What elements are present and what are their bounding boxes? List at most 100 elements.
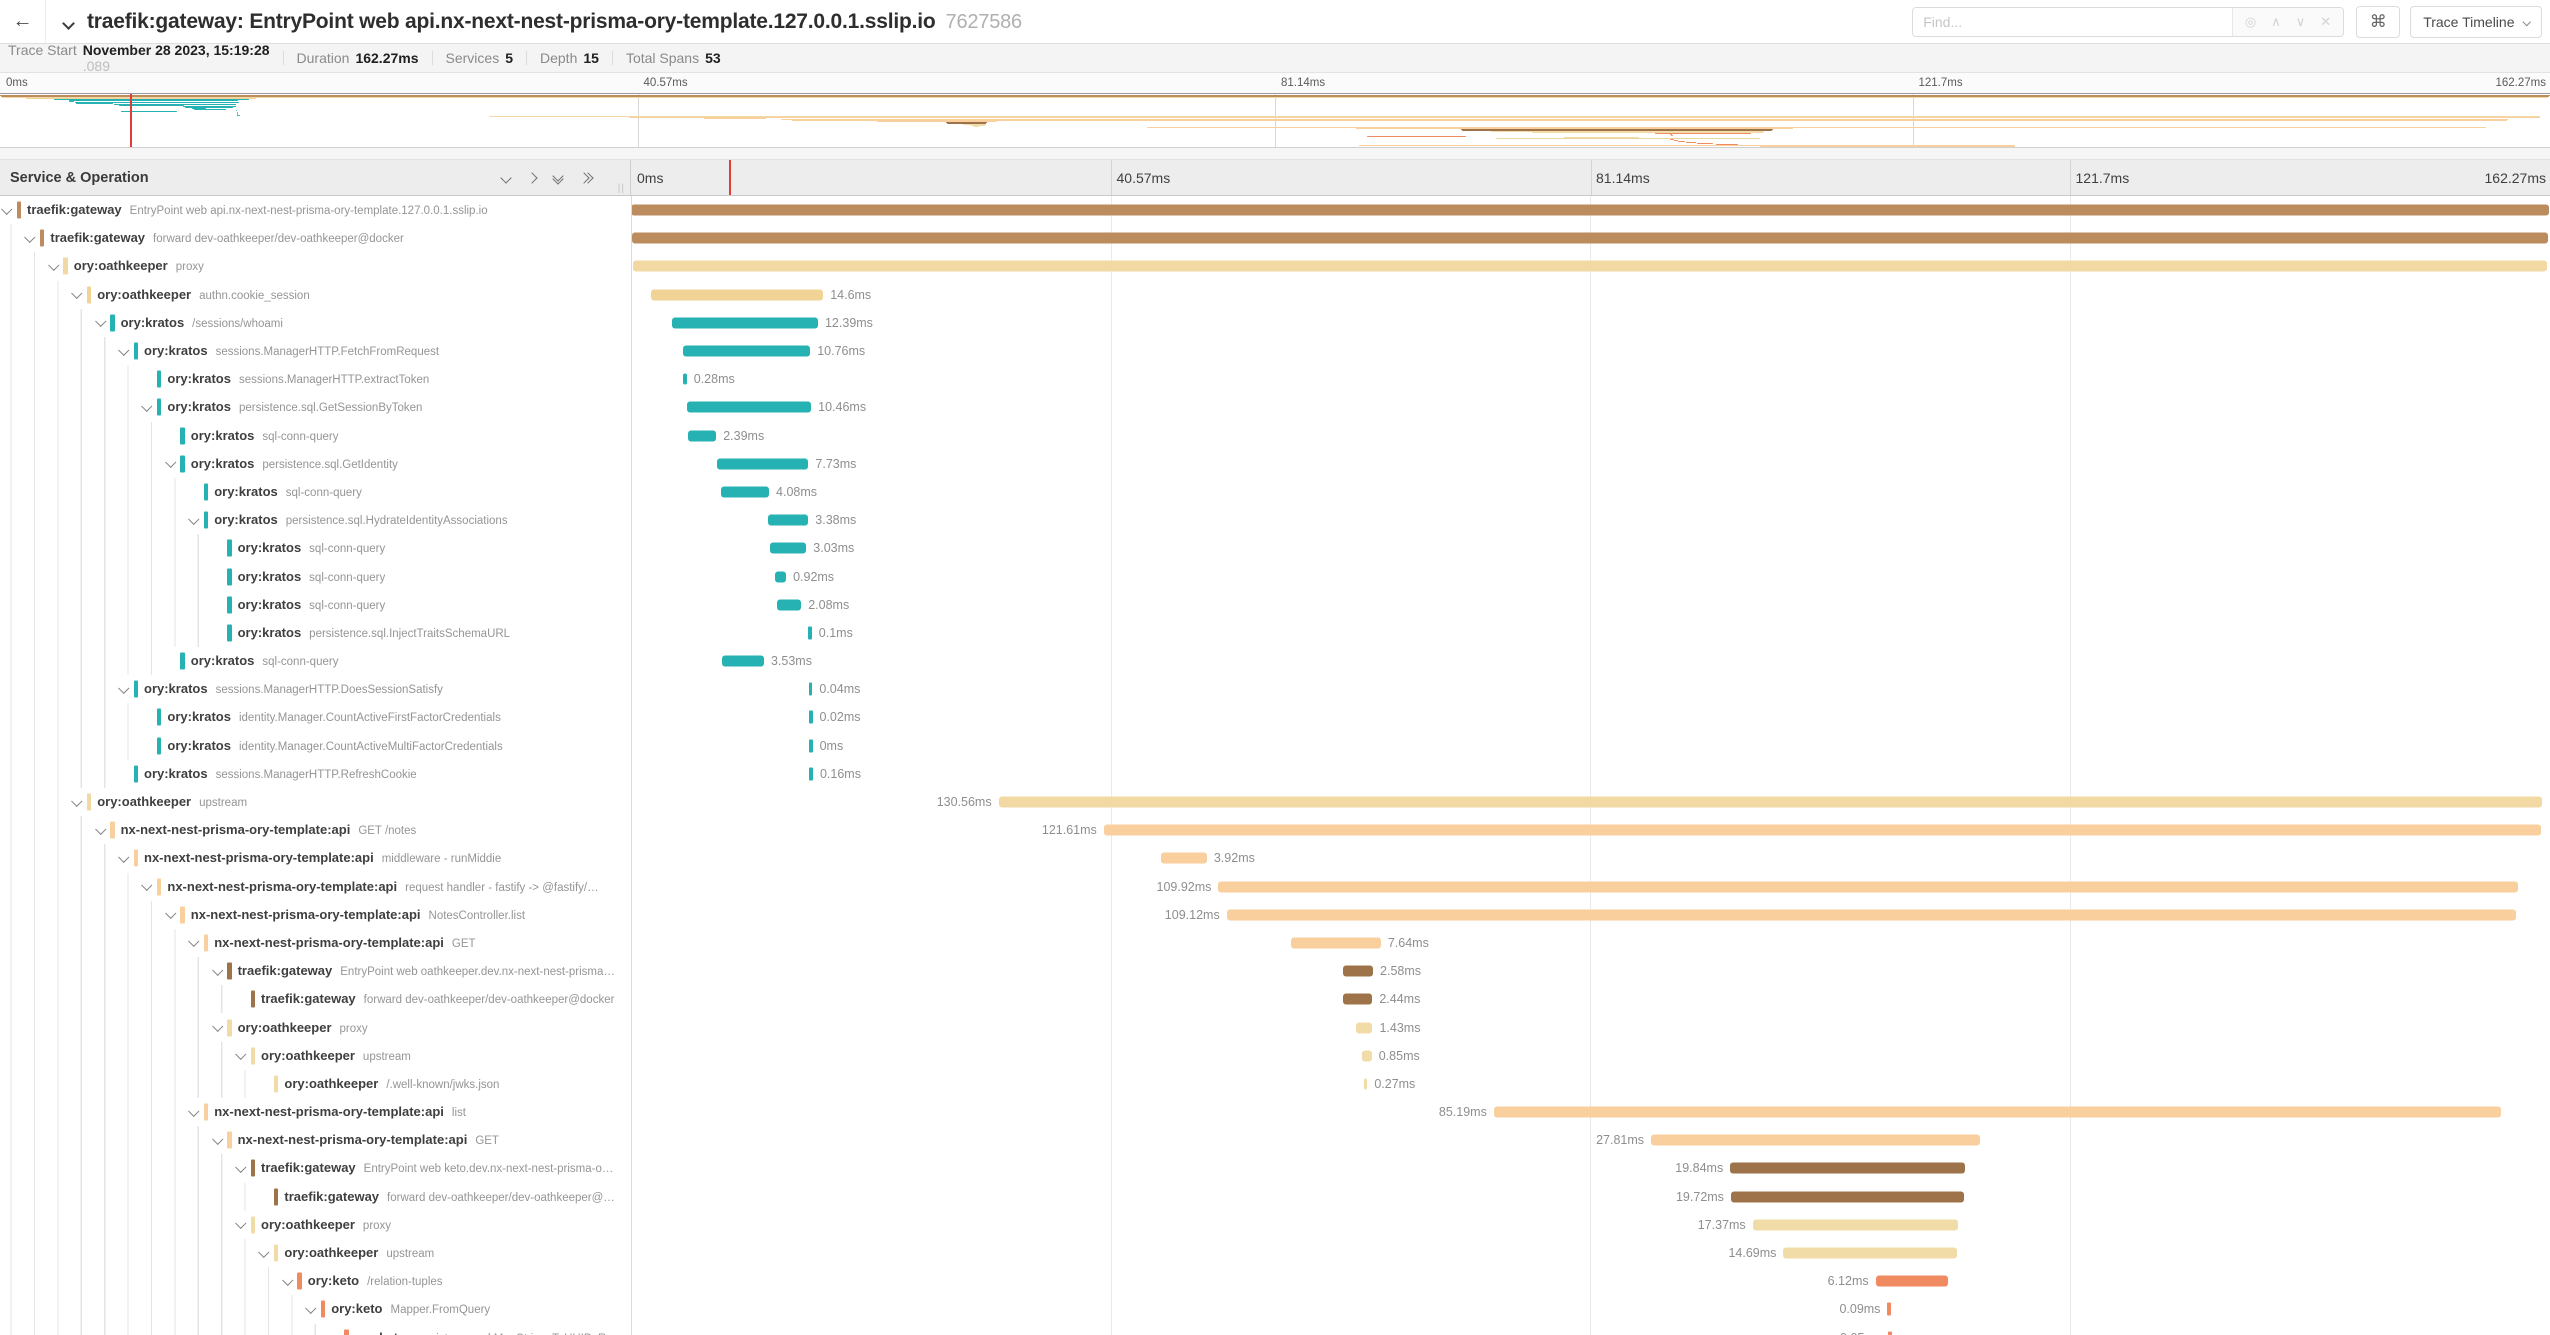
span-row[interactable]: nx-next-nest-prisma-ory-template:api list… bbox=[0, 1098, 2550, 1127]
collapse-all-icon[interactable] bbox=[552, 170, 564, 185]
span-row[interactable]: ory:kratos sessions.ManagerHTTP.RefreshCo… bbox=[0, 759, 2550, 788]
span-duration-bar[interactable] bbox=[1651, 1134, 1980, 1146]
span-collapse-chevron-icon[interactable] bbox=[95, 819, 106, 837]
span-row[interactable]: nx-next-nest-prisma-ory-template:api GET 2… bbox=[0, 1126, 2550, 1155]
trace-collapse-chevron-icon[interactable] bbox=[62, 15, 75, 33]
keyboard-shortcuts-button[interactable]: ⌘ bbox=[2356, 5, 2401, 38]
span-collapse-chevron-icon[interactable] bbox=[71, 791, 83, 809]
span-collapse-chevron-icon[interactable] bbox=[165, 904, 176, 922]
span-collapse-chevron-icon[interactable] bbox=[235, 1158, 247, 1176]
span-duration-bar[interactable] bbox=[1875, 1275, 1948, 1287]
span-row[interactable]: ory:kratos sql-conn-query 3.53ms bbox=[0, 647, 2550, 676]
span-row[interactable]: traefik:gateway EntryPoint web api.nx-nex… bbox=[0, 196, 2550, 225]
span-collapse-chevron-icon[interactable] bbox=[118, 678, 130, 696]
span-row[interactable]: ory:kratos sql-conn-query 0.92ms bbox=[0, 562, 2550, 591]
span-collapse-chevron-icon[interactable] bbox=[118, 848, 130, 866]
span-duration-bar[interactable] bbox=[722, 655, 764, 667]
span-duration-bar[interactable] bbox=[683, 345, 811, 357]
find-clear-icon[interactable]: ✕ bbox=[2320, 13, 2332, 29]
span-duration-bar[interactable] bbox=[1160, 852, 1207, 864]
span-row[interactable]: nx-next-nest-prisma-ory-template:api requ… bbox=[0, 872, 2550, 901]
span-collapse-chevron-icon[interactable] bbox=[188, 509, 200, 527]
span-row[interactable]: ory:kratos persistence.sql.HydrateIdentit… bbox=[0, 506, 2550, 535]
span-collapse-chevron-icon[interactable] bbox=[165, 453, 176, 471]
span-collapse-chevron-icon[interactable] bbox=[24, 227, 36, 245]
span-row[interactable]: ory:oathkeeper proxy 1.43ms bbox=[0, 1013, 2550, 1042]
span-row[interactable]: ory:kratos sessions.ManagerHTTP.extractTo… bbox=[0, 365, 2550, 394]
span-duration-bar[interactable] bbox=[1887, 1302, 1891, 1316]
span-duration-bar[interactable] bbox=[632, 260, 2548, 272]
span-collapse-chevron-icon[interactable] bbox=[118, 340, 130, 358]
span-row[interactable]: ory:keto/relation-tuples 6.12ms bbox=[0, 1267, 2550, 1296]
span-row[interactable]: ory:oathkeeper /.well-known/jwks.json 0.27… bbox=[0, 1069, 2550, 1098]
span-row[interactable]: nx-next-nest-prisma-ory-template:api GET 7… bbox=[0, 928, 2550, 958]
span-duration-bar[interactable] bbox=[687, 401, 812, 413]
span-row[interactable]: traefik:gateway EntryPoint web oathkeeper… bbox=[0, 957, 2550, 986]
span-row[interactable]: ory:oathkeeper upstream 0.85ms bbox=[0, 1041, 2550, 1070]
span-collapse-chevron-icon[interactable] bbox=[305, 1299, 317, 1317]
span-row[interactable]: nx-next-nest-prisma-ory-template:api GET … bbox=[0, 816, 2550, 845]
span-row[interactable]: ory:kratos identity.Manager.CountActiveFi… bbox=[0, 703, 2550, 732]
span-duration-bar[interactable] bbox=[1226, 909, 2517, 921]
span-duration-bar[interactable] bbox=[809, 739, 813, 753]
span-duration-bar[interactable] bbox=[998, 796, 2542, 808]
span-row[interactable]: nx-next-nest-prisma-ory-template:api Note… bbox=[0, 900, 2550, 929]
expand-one-icon[interactable] bbox=[526, 171, 538, 184]
minimap-canvas[interactable] bbox=[0, 93, 2550, 148]
span-row[interactable]: traefik:gateway forward dev-oathkeeper/de… bbox=[0, 985, 2550, 1014]
span-duration-bar[interactable] bbox=[775, 571, 787, 583]
span-row[interactable]: ory:kratos sessions.ManagerHTTP.DoesSessi… bbox=[0, 675, 2550, 704]
span-collapse-chevron-icon[interactable] bbox=[141, 397, 153, 415]
span-duration-bar[interactable] bbox=[1752, 1219, 1958, 1231]
span-row[interactable]: ory:oathkeeper authn.cookie_session 14.6ms bbox=[0, 280, 2550, 309]
span-row[interactable]: ory:oathkeeper proxy 17.37ms bbox=[0, 1210, 2550, 1239]
find-previous-icon[interactable]: ∧ bbox=[2271, 13, 2281, 29]
span-duration-bar[interactable] bbox=[687, 430, 717, 442]
back-button[interactable]: ← bbox=[0, 0, 46, 43]
span-collapse-chevron-icon[interactable] bbox=[235, 1045, 247, 1063]
span-duration-bar[interactable] bbox=[808, 682, 813, 696]
span-collapse-chevron-icon[interactable] bbox=[188, 932, 200, 950]
span-duration-bar[interactable] bbox=[683, 373, 687, 385]
span-collapse-chevron-icon[interactable] bbox=[95, 312, 106, 330]
span-row[interactable]: ory:kratos sql-conn-query 3.03ms bbox=[0, 534, 2550, 563]
span-collapse-chevron-icon[interactable] bbox=[212, 1129, 223, 1147]
span-duration-bar[interactable] bbox=[1290, 937, 1381, 949]
span-collapse-chevron-icon[interactable] bbox=[141, 876, 153, 894]
span-duration-bar[interactable] bbox=[650, 289, 824, 301]
span-collapse-chevron-icon[interactable] bbox=[282, 1270, 293, 1288]
column-resizer-handle[interactable]: || bbox=[617, 183, 625, 194]
span-row[interactable]: ory:kratos sql-conn-query 2.39ms bbox=[0, 421, 2550, 450]
span-row[interactable]: ory:kratos persistence.sql.GetIdentity 7.7… bbox=[0, 449, 2550, 478]
span-row[interactable]: traefik:gateway EntryPoint web keto.dev.n… bbox=[0, 1154, 2550, 1183]
span-row[interactable]: ory:kratos/sessions/whoami 12.39ms bbox=[0, 308, 2550, 337]
span-duration-bar[interactable] bbox=[1493, 1106, 2501, 1118]
span-duration-bar[interactable] bbox=[717, 458, 809, 470]
span-row[interactable]: nx-next-nest-prisma-ory-template:api midd… bbox=[0, 844, 2550, 873]
span-row[interactable]: ory:kratos persistence.sql.InjectTraitsSc… bbox=[0, 618, 2550, 647]
span-duration-bar[interactable] bbox=[1730, 1162, 1965, 1174]
span-duration-bar[interactable] bbox=[768, 514, 809, 526]
span-duration-bar[interactable] bbox=[671, 317, 818, 329]
span-row[interactable]: traefik:gateway forward dev-oathkeeper/de… bbox=[0, 1182, 2550, 1211]
span-duration-bar[interactable] bbox=[1888, 1331, 1892, 1335]
span-row[interactable]: ory:oathkeeper upstream 14.69ms bbox=[0, 1238, 2550, 1268]
span-row[interactable]: ory:kratos persistence.sql.GetSessionByTo… bbox=[0, 393, 2550, 422]
span-row[interactable]: ory:oathkeeper proxy bbox=[0, 252, 2550, 281]
span-duration-bar[interactable] bbox=[1343, 993, 1373, 1005]
span-duration-bar[interactable] bbox=[808, 626, 812, 640]
find-next-icon[interactable]: ∨ bbox=[2295, 13, 2306, 29]
span-collapse-chevron-icon[interactable] bbox=[258, 1242, 270, 1260]
span-row[interactable]: ory:kratos identity.Manager.CountActiveMu… bbox=[0, 731, 2550, 760]
span-collapse-chevron-icon[interactable] bbox=[48, 256, 59, 274]
span-row[interactable]: traefik:gateway forward dev-oathkeeper/de… bbox=[0, 224, 2550, 253]
span-duration-bar[interactable] bbox=[809, 767, 813, 781]
span-duration-bar[interactable] bbox=[1355, 1022, 1373, 1034]
span-duration-bar[interactable] bbox=[1218, 881, 2518, 893]
span-duration-bar[interactable] bbox=[809, 710, 813, 724]
span-row[interactable]: ory:keto persistence.sql.MapStringsToUUID… bbox=[0, 1323, 2550, 1335]
span-collapse-chevron-icon[interactable] bbox=[235, 1214, 247, 1232]
span-duration-bar[interactable] bbox=[1363, 1078, 1368, 1090]
span-duration-bar[interactable] bbox=[1342, 965, 1374, 977]
span-duration-bar[interactable] bbox=[631, 204, 2549, 216]
